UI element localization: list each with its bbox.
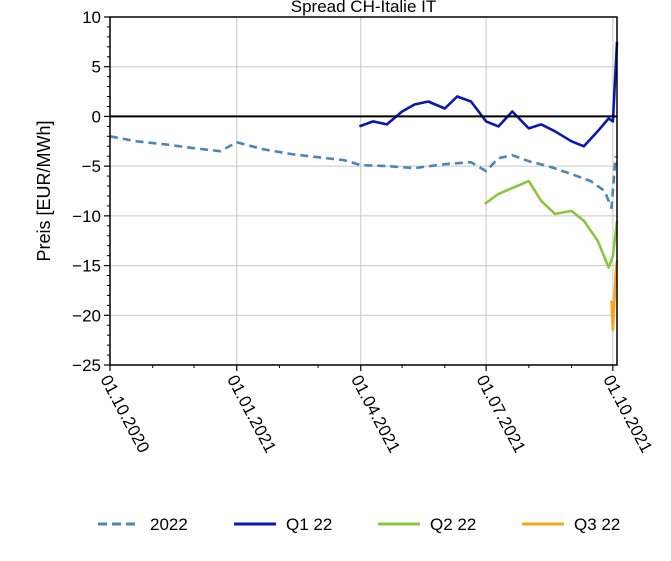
series-line-2022: [109, 135, 617, 210]
legend-label: Q3 22: [574, 515, 620, 534]
y-tick-label: −25: [72, 356, 101, 375]
x-tick-label: 01.10.2020: [96, 372, 153, 456]
x-axis: 01.10.2020 01.01.2021 01.04.2021 01.07.2021…: [96, 365, 656, 456]
series-line-q2-22: [483, 179, 619, 269]
x-tick-label: 01.04.2021: [347, 372, 404, 456]
y-tick-label: −5: [82, 157, 101, 176]
chart-title: Spread CH-Italie IT: [291, 0, 437, 16]
series-line-q3-22: [610, 260, 619, 332]
y-axis: 10 5 0 −5 −10 −15 −20 −25: [72, 8, 110, 375]
y-axis-label: Preis [EUR/MWh]: [34, 120, 54, 261]
series-line-q1-22: [358, 41, 619, 148]
y-tick-label: −15: [72, 257, 101, 276]
x-tick-label: 01.07.2021: [473, 372, 530, 456]
grid: [109, 16, 617, 366]
y-tick-label: −20: [72, 306, 101, 325]
legend-label: Q1 22: [286, 515, 332, 534]
plot-frame: [109, 16, 618, 366]
y-tick-label: −10: [72, 207, 101, 226]
legend: 2022 Q1 22 Q2 22 Q3 22: [98, 515, 620, 534]
y-tick-label: 0: [92, 107, 101, 126]
y-tick-label: 5: [92, 58, 101, 77]
legend-label: 2022: [150, 515, 188, 534]
legend-label: Q2 22: [430, 515, 476, 534]
x-tick-label: 01.10.2021: [599, 372, 656, 456]
series-lines: [109, 41, 619, 332]
y-tick-label: 10: [82, 8, 101, 27]
x-tick-label: 01.01.2021: [223, 372, 280, 456]
